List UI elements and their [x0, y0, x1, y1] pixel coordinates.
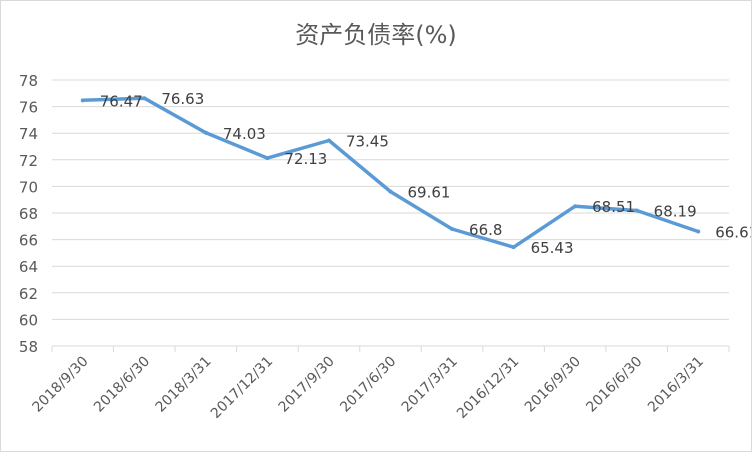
x-tick-label: 2017/12/31 — [208, 354, 276, 422]
x-tick-label: 2016/6/30 — [583, 354, 645, 416]
chart-title: 资产负债率(%) — [295, 21, 457, 49]
y-tick-label: 64 — [19, 258, 38, 276]
x-tick-label: 2017/3/31 — [399, 354, 461, 416]
data-label: 76.47 — [100, 92, 143, 110]
y-tick-label: 74 — [19, 125, 38, 143]
x-tick-label: 2016/12/31 — [454, 354, 522, 422]
data-label: 65.43 — [531, 239, 574, 257]
data-label: 76.63 — [161, 90, 204, 108]
data-label: 66.61 — [715, 223, 751, 241]
y-tick-label: 62 — [19, 285, 38, 303]
x-tick-label: 2018/6/30 — [91, 354, 153, 416]
x-tick-label: 2017/9/30 — [276, 354, 338, 416]
data-point — [265, 156, 270, 161]
data-point — [511, 245, 516, 250]
y-tick-label: 66 — [19, 232, 38, 250]
y-tick-label: 78 — [19, 72, 38, 90]
data-point — [388, 189, 393, 194]
data-point — [80, 98, 85, 103]
data-point — [142, 96, 147, 101]
data-label: 68.19 — [654, 202, 697, 220]
data-point — [203, 130, 208, 135]
data-label: 72.13 — [284, 150, 327, 168]
data-label: 66.8 — [469, 221, 502, 239]
data-label: 74.03 — [223, 125, 266, 143]
data-point — [450, 226, 455, 231]
data-point — [634, 208, 639, 213]
x-tick-label: 2016/9/30 — [522, 354, 584, 416]
x-tick-label: 2018/3/31 — [153, 354, 215, 416]
y-tick-label: 72 — [19, 152, 38, 170]
y-tick-label: 60 — [19, 311, 38, 329]
y-tick-label: 68 — [19, 205, 38, 223]
data-label: 68.51 — [592, 198, 635, 216]
y-tick-label: 70 — [19, 178, 38, 196]
x-tick-label: 2016/3/31 — [645, 354, 707, 416]
series-line — [81, 96, 700, 249]
x-tick-label: 2017/6/30 — [337, 354, 399, 416]
data-label: 73.45 — [346, 133, 389, 151]
data-point — [696, 229, 701, 234]
data-label: 69.61 — [408, 184, 451, 202]
x-tick-label: 2018/9/30 — [30, 354, 92, 416]
data-point — [326, 138, 331, 143]
data-point — [573, 204, 578, 209]
y-tick-label: 76 — [19, 99, 38, 117]
y-tick-label: 58 — [19, 338, 38, 356]
